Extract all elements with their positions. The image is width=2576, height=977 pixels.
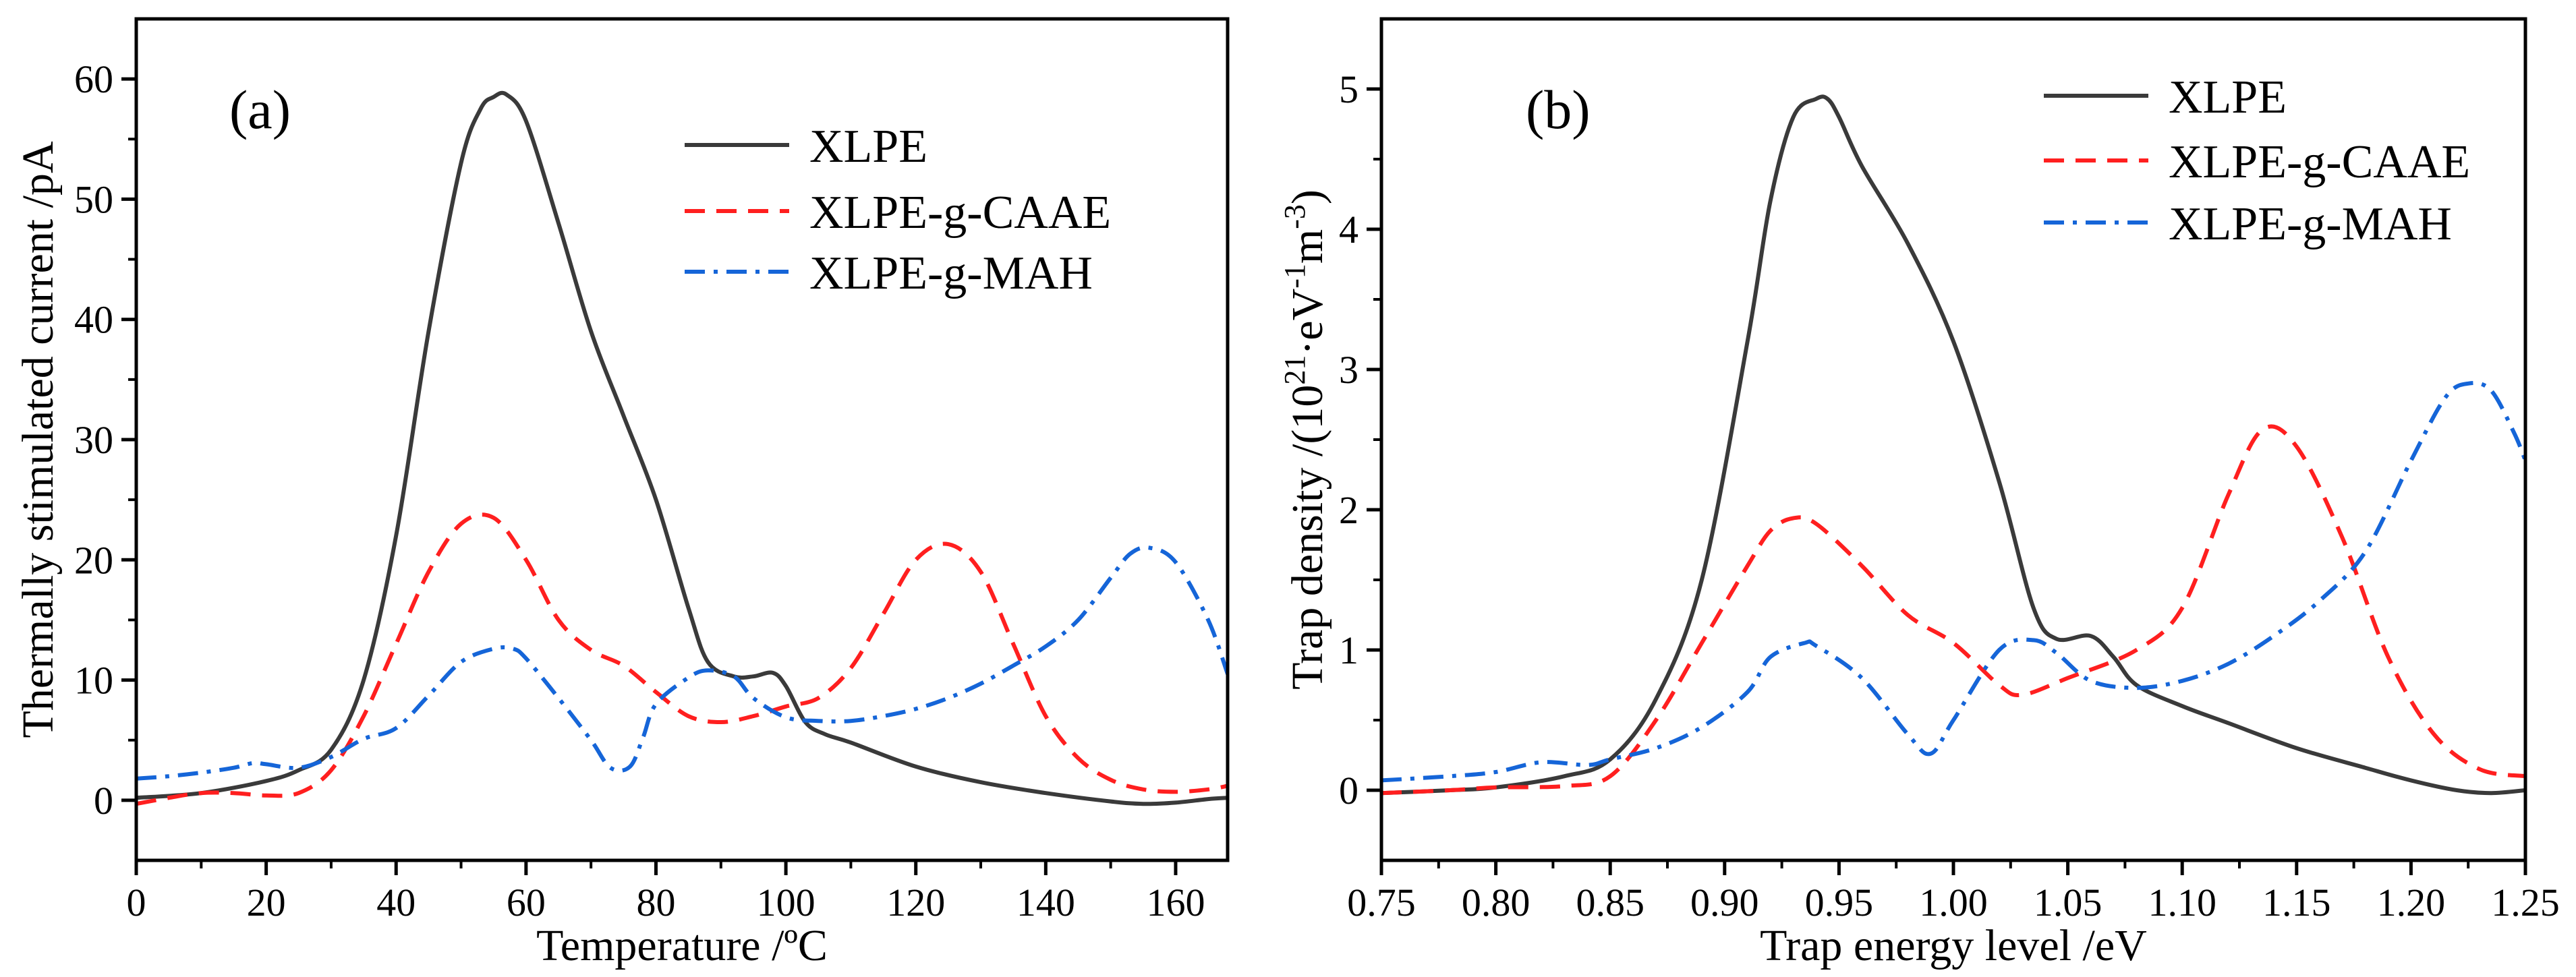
panel-a-x-tick-label: 80 — [636, 881, 675, 924]
panel-a-x-tick-label: 20 — [247, 881, 286, 924]
panel-b-series-line-xlpe-g-caae — [1381, 424, 2525, 796]
panel-a-ticks-group: 0 20 40 60 80 100 120 140 160 0 10 20 30 40 50 60 — [74, 57, 1205, 924]
panel-b-ticks-group: 0.75 0.80 0.85 0.90 0.95 1.00 1.05 1.10 1.15 1.20… — [1339, 67, 2560, 924]
panel-b-x-tick-label: 1.05 — [2034, 881, 2102, 924]
panel-b-series-line-xlpe — [1381, 94, 2525, 796]
panel-a-legend: XLPE XLPE-g-CAAE XLPE-g-MAH — [685, 121, 1111, 299]
panel-a-y-tick-label: 20 — [74, 538, 113, 582]
panel-b-legend-label-caae: XLPE-g-CAAE — [2169, 136, 2470, 188]
panel-b-x-tick-label: 0.90 — [1690, 881, 1759, 924]
panel-b-y-tick-label: 4 — [1339, 208, 1358, 251]
panel-b-y-tick-label: 2 — [1339, 488, 1358, 532]
panel-b-label: (b) — [1526, 79, 1591, 140]
panel-b-x-tick-label: 1.25 — [2491, 881, 2560, 924]
panel-a-y-tick-label: 40 — [74, 298, 113, 342]
panel-a-series-group — [136, 90, 1228, 806]
panel-b-y-tick-label: 5 — [1339, 67, 1358, 111]
panel-b-y-tick-label: 1 — [1339, 628, 1358, 672]
panel-a-x-axis-label: Temperature /ºC — [536, 921, 828, 970]
panel-a-y-axis-label: Thermally stimulated current /pA — [13, 141, 63, 738]
panel-a-x-tick-label: 140 — [1017, 881, 1075, 924]
panel-a-plot-frame — [134, 17, 1230, 862]
panel-b-x-tick-label: 1.15 — [2262, 881, 2331, 924]
panel-a-y-tick-label: 30 — [74, 418, 113, 462]
panel-a-y-tick-label: 0 — [94, 779, 113, 823]
panel-b-x-tick-label: 0.85 — [1576, 881, 1644, 924]
panel-b-x-axis-label: Trap energy level /eV — [1760, 921, 2147, 970]
panel-a-y-tick-label: 50 — [74, 177, 113, 221]
panel-b-legend-label-xlpe: XLPE — [2169, 71, 2287, 123]
panel-b-y-tick-label: 3 — [1339, 348, 1358, 392]
panel-a-legend-label-xlpe: XLPE — [809, 121, 927, 173]
panel-a-x-tick-label: 60 — [507, 881, 546, 924]
panel-a-y-tick-label: 60 — [74, 57, 113, 101]
panel-a-x-tick-label: 120 — [886, 881, 945, 924]
panel-b-x-tick-label: 0.95 — [1805, 881, 1874, 924]
panel-b-series-line-xlpe-g-mah — [1381, 381, 2525, 783]
panel-b-x-tick-label: 0.75 — [1347, 881, 1416, 924]
panel-a-y-tick-label: 10 — [74, 659, 113, 703]
panel-a-series-line-xlpe — [136, 90, 1228, 806]
panel-b-x-tick-label: 1.00 — [1919, 881, 1988, 924]
panel-b-legend-label-mah: XLPE-g-MAH — [2169, 198, 2452, 250]
panel-b-x-tick-label: 1.10 — [2148, 881, 2216, 924]
panel-a-legend-label-mah: XLPE-g-MAH — [809, 247, 1093, 299]
panel-b-x-tick-label: 1.20 — [2377, 881, 2446, 924]
panel-a-x-tick-label: 100 — [757, 881, 815, 924]
panel-a-series-line-xlpe-g-caae — [136, 512, 1228, 806]
panel-a-x-tick-label: 40 — [376, 881, 416, 924]
panel-a-x-tick-label: 160 — [1146, 881, 1205, 924]
panel-b-series-group — [1381, 94, 2525, 796]
panel-a: 0 20 40 60 80 100 120 140 160 0 10 20 30 40 50 60 (a) T… — [13, 17, 1230, 970]
panel-b-y-axis-label: Trap density /(1021·eV-1m-3) — [1278, 189, 1332, 690]
panel-a-label: (a) — [229, 79, 291, 140]
panel-b-y-tick-label: 0 — [1339, 769, 1358, 812]
panel-b-legend: XLPE XLPE-g-CAAE XLPE-g-MAH — [2044, 71, 2470, 250]
panel-a-legend-label-caae: XLPE-g-CAAE — [809, 187, 1111, 239]
panel-b-x-tick-label: 0.80 — [1462, 881, 1530, 924]
panel-a-x-tick-label: 0 — [127, 881, 146, 924]
panel-b: 0.75 0.80 0.85 0.90 0.95 1.00 1.05 1.10 1.15 1.20… — [1278, 17, 2560, 970]
